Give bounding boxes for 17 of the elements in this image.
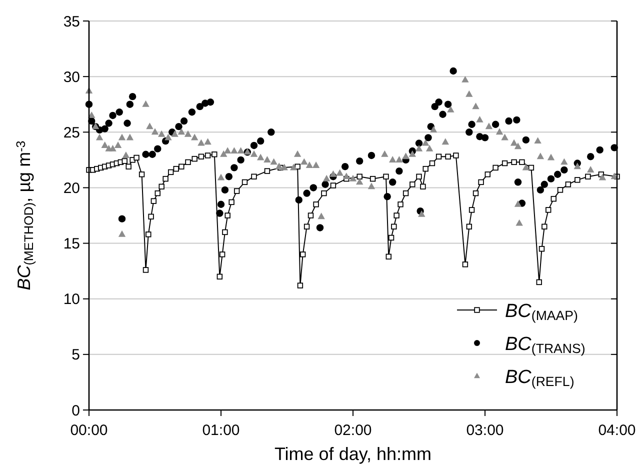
x-tick-label: 04:00 [598,422,636,439]
x-tick-label: 03:00 [466,422,504,439]
y-tick-label: 25 [63,124,80,142]
y-tick-label: 10 [63,291,80,308]
y-tick-label: 15 [63,236,80,253]
legend-label: BC$_{(TRANS)}$ [505,334,586,356]
y-tick-label: 35 [63,13,80,30]
y-tick-label: 0 [72,402,80,420]
x-tick-label: 00:00 [70,422,108,439]
y-tick-label: 20 [63,180,80,197]
legend-label: BC$_{(REFL)}$ [505,367,574,390]
legend-label: BC$_{(MAAP)}$ [505,301,578,324]
x-tick-label: 01:00 [202,422,240,439]
y-tick-label: 30 [63,68,80,86]
x-tick-label: 02:00 [334,422,372,439]
y-tick-label: 5 [72,346,80,364]
x-axis-title: Time of day, hh:mm [274,444,432,464]
